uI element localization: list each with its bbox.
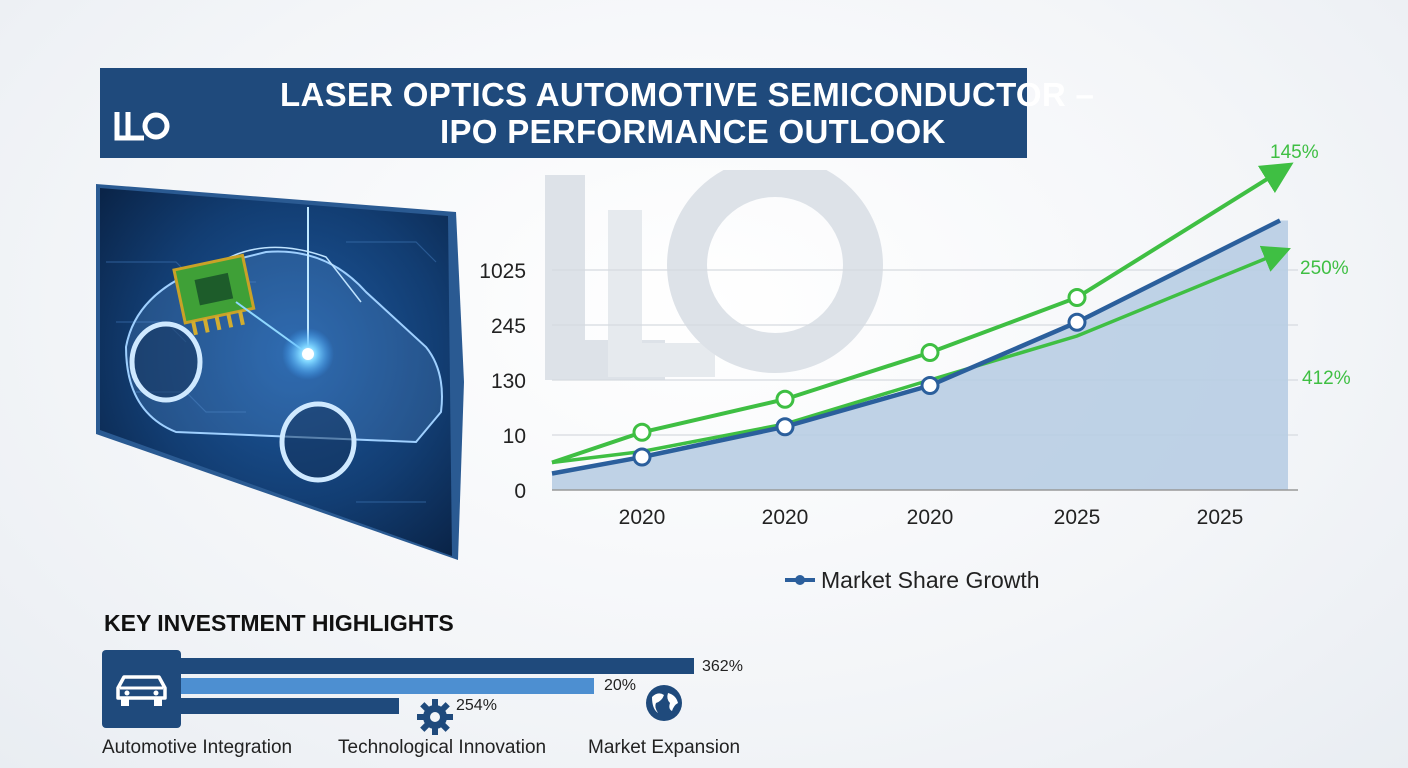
y-tick-label: 10 [503,425,526,448]
y-tick-label: 1025 [479,260,526,283]
highlight-label-technology: Technological Innovation [338,737,547,758]
highlight-bar-3 [181,698,399,714]
car-icon [116,675,167,706]
highlights-title: KEY INVESTMENT HIGHLIGHTS [104,610,454,636]
market-share-line [551,218,1282,476]
green-upper-point [775,389,795,409]
y-tick-label: 245 [491,315,526,338]
market-share-point [920,376,940,395]
page-title-line1: LASER OPTICS AUTOMOTIVE SEMICONDUCTOR – [280,76,1095,113]
y-tick-label: 0 [514,480,526,503]
highlight-bar-1 [181,658,694,674]
side-label: 412% [1302,368,1351,389]
green-lower-end-label: 250% [1300,258,1349,279]
x-tick-label: 2025 [1054,506,1101,529]
green-lower-line [551,245,1291,465]
highlight-label-market: Market Expansion [588,737,741,758]
market-share-point [775,417,795,437]
highlight-value-2: 20% [604,677,637,694]
x-tick-label: 2020 [619,506,666,529]
x-tick-label: 2025 [1197,506,1244,529]
green-upper-point [632,422,652,442]
green-upper-line [551,162,1294,465]
llo-logo-icon [114,112,170,141]
market-share-point [1067,312,1087,332]
page-title-line2: IPO PERFORMANCE OUTLOOK [440,113,946,150]
title-banner: LASER OPTICS AUTOMOTIVE SEMICONDUCTOR – … [100,68,1094,158]
legend-label: Market Share Growth [821,567,1040,593]
highlight-bar-2 [181,678,594,694]
highlight-value-3: 254% [456,697,497,714]
y-tick-label: 130 [491,370,526,393]
watermark-logo-icon [545,170,883,380]
market-share-point [632,447,652,467]
chart-legend: Market Share Growth [785,567,1040,593]
car-illustration [96,184,464,560]
market-share-area [552,220,1288,490]
car-icon-box [102,650,181,728]
highlight-value-1: 362% [702,658,743,675]
highlight-label-automotive: Automotive Integration [102,737,293,758]
green-upper-point [1067,288,1087,307]
x-tick-label: 2020 [907,506,954,529]
x-tick-label: 2020 [762,506,809,529]
green-upper-point [920,343,940,362]
globe-icon [646,685,682,721]
green-upper-end-label: 145% [1270,142,1319,163]
gear-icon [417,699,453,735]
